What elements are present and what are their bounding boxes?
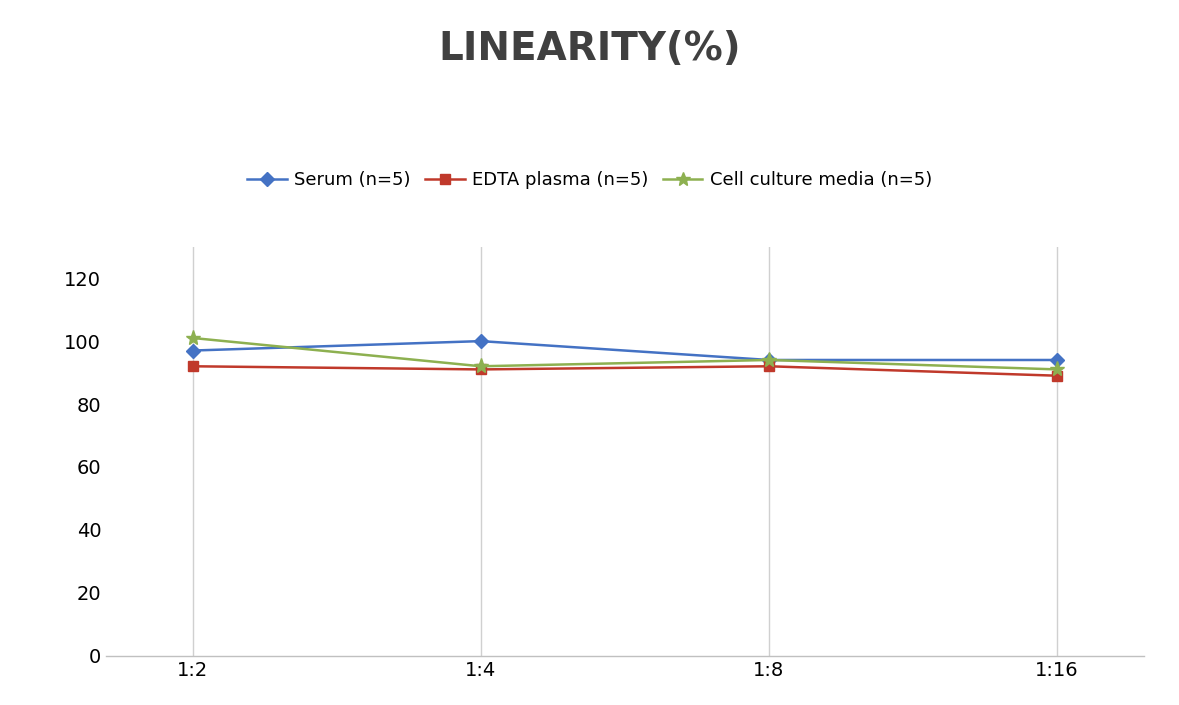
Legend: Serum (n=5), EDTA plasma (n=5), Cell culture media (n=5): Serum (n=5), EDTA plasma (n=5), Cell cul…: [239, 164, 940, 197]
Text: LINEARITY(%): LINEARITY(%): [439, 30, 740, 68]
